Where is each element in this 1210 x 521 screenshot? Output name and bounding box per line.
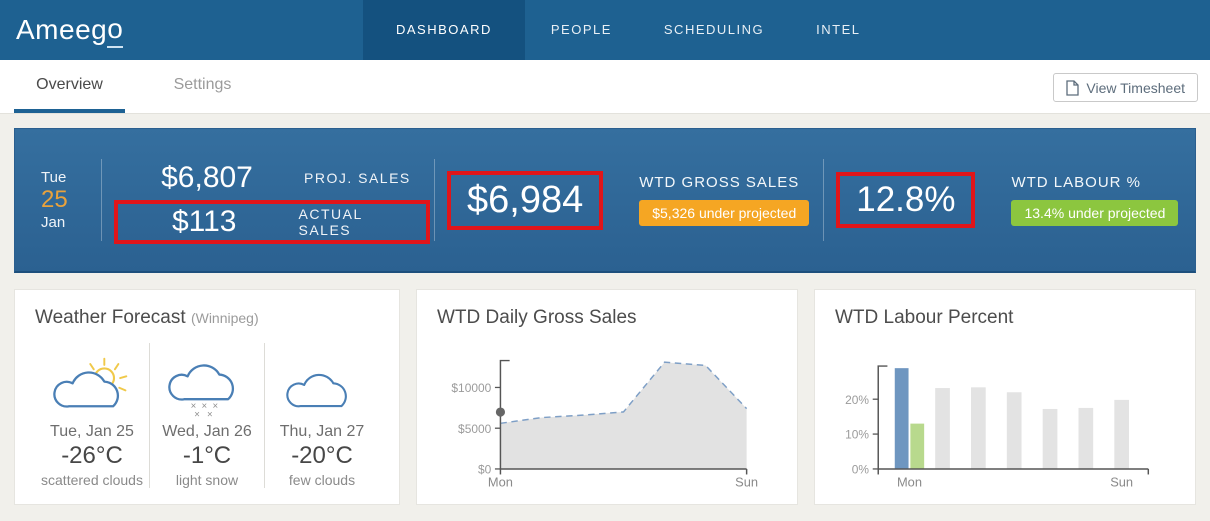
weather-date: Tue, Jan 25 <box>50 423 134 440</box>
svg-text:$0: $0 <box>478 463 492 477</box>
weather-day-2: ××× ×× Wed, Jan 26 -1°C light snow <box>149 343 264 488</box>
weather-day-3: Thu, Jan 27 -20°C few clouds <box>264 343 379 488</box>
weather-day-1: Tue, Jan 25 -26°C scattered clouds <box>35 343 149 488</box>
cards-row: Weather Forecast (Winnipeg) <box>14 289 1196 505</box>
weather-temp: -20°C <box>291 442 353 469</box>
month: Jan <box>41 213 66 231</box>
weather-temp: -1°C <box>182 442 232 469</box>
labour-badge: 13.4% under projected <box>1011 200 1179 226</box>
nav-item-people[interactable]: PEOPLE <box>550 22 612 37</box>
svg-text:0%: 0% <box>852 463 870 477</box>
nav-item-dashboard[interactable]: DASHBOARD <box>363 0 525 60</box>
wtd-gross-sales: $6,984 WTD GROSS SALES $5,326 under proj… <box>447 170 819 230</box>
weather-condition: light snow <box>175 472 239 488</box>
projected-sales-value: $6,807 <box>161 161 253 194</box>
actual-sales-value: $113 <box>171 205 237 238</box>
weather-condition: scattered clouds <box>41 472 143 488</box>
cloud-icon <box>265 345 379 419</box>
top-nav: Ameeg o DASHBOARD PEOPLE SCHEDULING INTEL <box>0 0 1210 60</box>
svg-text:$10000: $10000 <box>451 381 491 395</box>
actual-sales-label: ACTUAL SALES <box>298 206 363 238</box>
nav-item-intel[interactable]: INTEL <box>816 22 861 37</box>
projected-sales-label: PROJ. SALES <box>304 170 411 186</box>
wtd-labour-percent: 12.8% WTD LABOUR % 13.4% under projected <box>836 172 1188 228</box>
weather-date: Thu, Jan 27 <box>279 423 365 440</box>
gross-sales-badge: $5,326 under projected <box>639 200 810 226</box>
view-timesheet-label: View Timesheet <box>1086 79 1185 96</box>
weather-date: Wed, Jan 26 <box>162 423 252 440</box>
weather-condition: few clouds <box>288 472 356 488</box>
brand-logo[interactable]: Ameeg o <box>16 0 124 60</box>
sun-cloud-icon <box>35 345 149 419</box>
document-icon <box>1066 79 1080 96</box>
current-date: Tue 25 Jan <box>41 169 97 231</box>
svg-text:$5000: $5000 <box>458 422 492 436</box>
wtd-labour-label: WTD LABOUR % <box>1011 174 1141 191</box>
tab-overview[interactable]: Overview <box>14 60 125 113</box>
svg-text:Mon: Mon <box>897 474 922 489</box>
svg-text:10%: 10% <box>845 428 869 442</box>
tab-settings[interactable]: Settings <box>147 60 258 113</box>
snow-cloud-icon: ××× ×× <box>150 345 264 419</box>
labour-bar-chart: 0% 10% 20% Mon Sun <box>845 365 1150 489</box>
actual-sales: $113 ACTUAL SALES <box>114 200 430 244</box>
svg-text:Mon: Mon <box>488 474 513 489</box>
gross-sales-chart-title: WTD Daily Gross Sales <box>437 307 637 328</box>
wtd-gross-sales-label: WTD GROSS SALES <box>639 174 800 191</box>
labour-chart-card: WTD Labour Percent 0% 10% 20% Mon Sun <box>814 289 1196 505</box>
divider <box>101 159 102 241</box>
day-number: 25 <box>41 186 68 214</box>
labour-chart-title: WTD Labour Percent <box>835 307 1014 328</box>
gross-sales-area-chart: $0 $5000 $10000 Mon Sun <box>451 359 758 489</box>
view-timesheet-button[interactable]: View Timesheet <box>1053 73 1198 102</box>
divider <box>823 159 825 241</box>
svg-text:20%: 20% <box>845 393 869 407</box>
tab-bar: Overview Settings View Timesheet <box>0 60 1210 114</box>
tab-overview-label: Overview <box>36 75 103 93</box>
weekday: Tue <box>41 168 67 186</box>
sales-summary: $6,807 PROJ. SALES $113 ACTUAL SALES <box>114 156 430 244</box>
divider <box>434 159 435 241</box>
gross-sales-chart-card: WTD Daily Gross Sales $0 $5000 $10000 Mon Su… <box>416 289 798 505</box>
projected-sales: $6,807 PROJ. SALES <box>114 156 430 200</box>
wtd-labour-value: 12.8% <box>836 172 976 228</box>
svg-text:×××: ××× <box>191 401 224 412</box>
primary-nav: DASHBOARD PEOPLE SCHEDULING INTEL <box>363 0 886 60</box>
summary-banner: Tue 25 Jan $6,807 PROJ. SALES $113 ACTUA… <box>14 128 1196 273</box>
weather-location: (Winnipeg) <box>190 310 259 326</box>
brand-text: Ameeg <box>16 14 108 45</box>
svg-text:Sun: Sun <box>735 474 758 489</box>
svg-text:××: ×× <box>194 410 219 419</box>
brand-text-underlined: o <box>107 13 124 48</box>
weather-temp: -26°C <box>61 442 123 469</box>
weather-card: Weather Forecast (Winnipeg) <box>14 289 400 505</box>
weather-card-title: Weather Forecast (Winnipeg) <box>35 307 259 328</box>
tab-settings-label: Settings <box>173 75 232 93</box>
nav-item-scheduling[interactable]: SCHEDULING <box>663 22 765 37</box>
wtd-gross-sales-value: $6,984 <box>447 170 604 230</box>
svg-text:Sun: Sun <box>1110 474 1133 489</box>
